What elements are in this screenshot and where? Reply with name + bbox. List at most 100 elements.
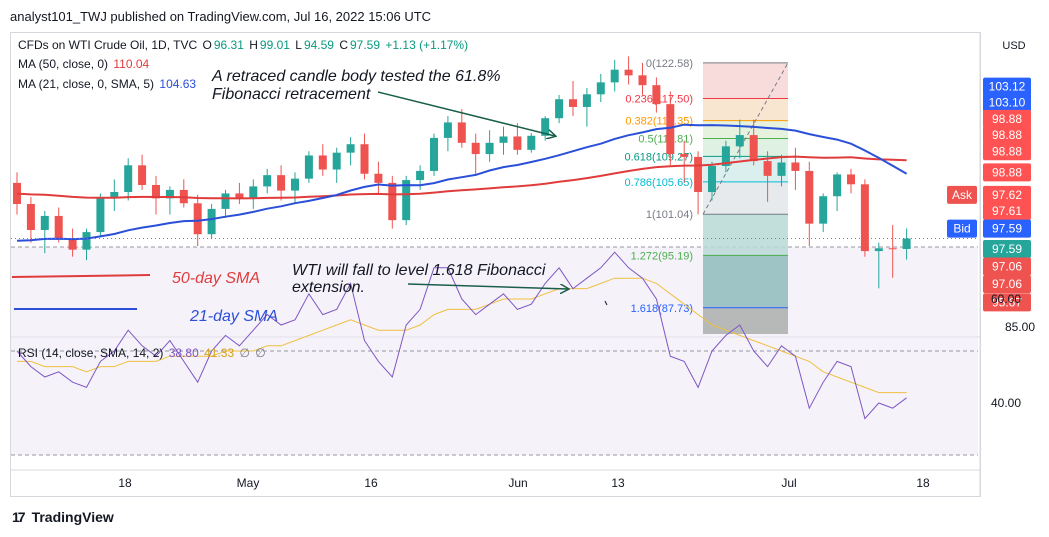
fib-zone [703,181,788,215]
candle-body [416,170,425,181]
price-axis-label: 98.88 [992,165,1022,179]
legend-ma21-row: MA (21, close, 0, SMA, 5) 104.63 [18,77,198,91]
legend-rsi-ma-value: 41.33 [204,346,235,360]
tradingview-logo-icon: 17 [12,509,26,525]
candle-body [485,142,494,155]
price-axis-label-bg [983,239,1031,258]
legend-ma50-row: MA (50, close, 0) 110.04 [18,57,151,71]
annotation-forecast-arrow [407,283,568,289]
legend-o-label: O [202,38,212,52]
legend-change: +1.13 (+1.17%) [385,38,469,52]
price-axis-label: 97.61 [992,204,1022,218]
candle-body [332,152,341,170]
price-axis-label-bg [983,257,1031,276]
candle-body [596,82,605,95]
candle-body [749,135,758,162]
price-axis-label: 97.59 [992,242,1022,256]
price-axis-label: 97.06 [992,260,1022,274]
candle-body [430,137,438,171]
legend-ma50-label[interactable]: MA (50, close, 0) [18,57,109,71]
candle-body [527,135,536,150]
legend-rsi-value: 38.80 [168,346,199,360]
annotation-sma50-text: 50-day SMA [172,270,260,287]
candle-body [40,215,49,230]
legend-symbol[interactable]: CFDs on WTI Crude Oil, 1D, TVC [18,38,198,52]
sma50-legend-line [11,274,151,278]
legend-h-label: H [249,38,258,52]
fib-level-label: 0.786(105.65) [625,177,694,189]
legend-ma21-value: 104.63 [159,77,197,91]
candle-body [263,175,272,187]
rsi-axis-tick: 40.00 [991,396,1021,410]
candle-body [346,144,355,153]
candle-body [735,135,744,147]
time-axis-tick: 18 [916,476,930,490]
candle-body [638,75,647,86]
price-axis-label-bg [983,93,1031,112]
legend-high: 99.01 [259,38,290,52]
fib-level-label: 1.272(95.19) [631,250,693,262]
price-axis-label-bg [983,126,1031,145]
candle-body [777,162,786,176]
price-axis-label-bg [983,142,1031,161]
annotation-sma21-text: 21-day SMA [189,308,278,325]
price-axis-label-bg [983,219,1031,238]
candle-body [193,203,202,235]
candle-body [569,99,577,107]
candle-body [165,189,174,199]
fib-level-label: 0(122.58) [646,58,693,70]
price-axis-label-bg [983,275,1031,294]
fib-trend-line [702,62,789,215]
price-axis-label-bg [983,163,1031,182]
candle-body [68,239,77,250]
publish-header: analyst101_TWJ published on TradingView.… [10,9,432,24]
candle-body [666,104,675,155]
legend-open: 96.31 [213,38,244,52]
legend-rsi-extra2: ∅ [255,346,266,360]
candle-body [360,144,369,174]
candle-body [291,178,299,191]
candle-body [457,122,466,143]
candle-body [499,136,508,143]
candle-body [791,162,800,171]
price-axis-label: 103.10 [989,96,1026,110]
legend-ma21-label[interactable]: MA (21, close, 0, SMA, 5) [18,77,155,91]
candle-body [138,165,147,185]
price-axis-label-bg [983,109,1031,128]
fib-zone [703,62,788,99]
candle-body [805,170,814,224]
candle-body [221,193,230,209]
bid-badge [947,219,977,238]
price-axis-label-bg [983,202,1031,221]
fib-level-label: 1(101.04) [646,209,693,221]
candle-body [152,184,160,199]
price-axis-label: 97.62 [992,188,1022,202]
candle-body [680,154,689,157]
candle-body [513,136,522,150]
candle-body [54,215,63,240]
candle-body [443,122,452,138]
fib-level-label: 1.618(87.73) [631,303,693,315]
time-axis-tick: 13 [611,476,625,490]
legend-rsi-label[interactable]: RSI (14, close, SMA, 14, 2) [18,346,164,360]
candle-body [819,196,828,224]
time-axis-tick: Jun [508,476,527,490]
fib-level-label: 0.618(109.27) [625,151,694,163]
time-axis-tick: Jul [781,476,796,490]
candle-body [82,232,91,250]
candle-body [694,156,703,193]
candle-body [304,155,313,179]
candle-body [110,192,119,197]
fib-zone [703,138,788,157]
price-axis-label: 98.88 [992,112,1022,126]
price-axis-label-bg [983,293,1031,312]
footer-brand[interactable]: TradingView [31,509,114,525]
legend-ma50-value: 110.04 [113,57,150,71]
price-axis-currency: USD [1002,40,1025,52]
price-axis-label: 103.12 [989,80,1026,94]
legend-rsi-row: RSI (14, close, SMA, 14, 2) 38.80 41.33 … [18,346,268,360]
annotation-retrace-text-line2: Fibonacci retracement [212,86,371,103]
candle-body [888,248,897,250]
